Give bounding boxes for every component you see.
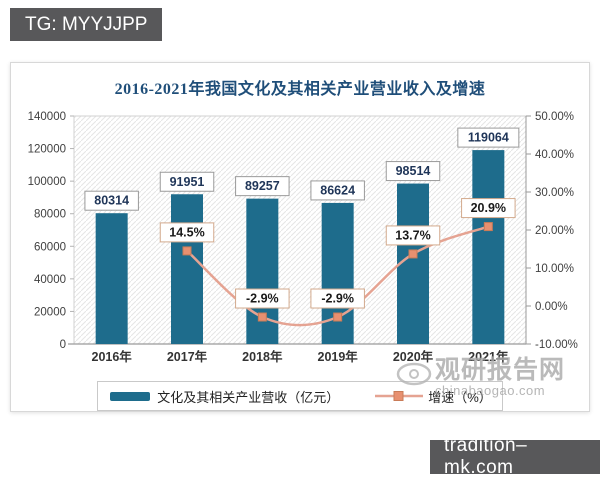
left-axis-tick-label: 0 xyxy=(60,339,66,351)
data-label-text: -2.9% xyxy=(321,292,354,306)
x-axis-label: 2020年 xyxy=(393,349,434,364)
x-axis-label: 2017年 xyxy=(167,349,208,364)
left-axis-tick-label: 60000 xyxy=(34,241,66,253)
data-label-box xyxy=(235,176,290,197)
bar-2021年 xyxy=(472,150,505,344)
axes: 0 20000 40000 60000 80000 100000 120000 140000 -… xyxy=(28,111,578,364)
data-label-box xyxy=(310,288,365,309)
bar-2017年 xyxy=(171,194,203,344)
site-badge-text: tradition–mk.com xyxy=(444,435,528,478)
data-label-box xyxy=(84,190,139,211)
data-label-text: 91951 xyxy=(170,175,205,189)
line-marker xyxy=(483,222,493,232)
data-label-box xyxy=(310,180,365,201)
data-label-box xyxy=(159,171,215,192)
legend-label-revenue: 文化及其相关产业营收（亿元） xyxy=(157,389,340,405)
right-axis-tick-label: 50.00% xyxy=(535,111,574,123)
x-axis-label: 2018年 xyxy=(242,349,283,364)
right-axis-tick-label: 20.00% xyxy=(535,225,574,237)
data-label-text: 86624 xyxy=(320,183,355,197)
legend-label-growth: 增速（%） xyxy=(428,389,492,405)
x-axis-label: 2021年 xyxy=(468,349,509,364)
right-axis-tick-label: 40.00% xyxy=(535,149,574,161)
data-label-box xyxy=(385,161,441,182)
data-label-box xyxy=(235,288,290,309)
x-axis-label: 2019年 xyxy=(318,349,359,364)
data-label-text: 89257 xyxy=(245,179,280,193)
line-marker xyxy=(408,249,418,259)
data-label-text: 98514 xyxy=(396,164,431,178)
data-label-text: 80314 xyxy=(94,194,129,208)
line-marker xyxy=(333,312,343,322)
chart-legend: 文化及其相关产业营收（亿元） 增速（%） xyxy=(97,381,503,411)
chart-title: 2016-2021年我国文化及其相关产业营业收入及增速 xyxy=(114,81,486,98)
x-axis-label: 2016年 xyxy=(92,349,133,364)
site-badge: tradition–mk.com xyxy=(430,435,600,478)
left-axis-tick-label: 80000 xyxy=(34,209,66,221)
right-axis-tick-label: -10.00% xyxy=(535,339,578,351)
data-label-box xyxy=(457,127,520,148)
legend-item-growth: 增速（%） xyxy=(375,387,492,406)
left-axis-tick-label: 20000 xyxy=(34,306,66,318)
data-labels-group: 80314 91951 89257 86624 98514 119064 14.5% -2.9… xyxy=(84,127,520,309)
data-label-text: 13.7% xyxy=(395,228,430,242)
left-axis-tick-label: 100000 xyxy=(28,176,66,188)
data-label-text: 119064 xyxy=(468,131,509,145)
line-marker xyxy=(257,312,267,322)
chart-card: 2016-2021年我国文化及其相关产业营业收入及增速 0 20000 40000 6… xyxy=(10,62,590,412)
telegram-handle-badge: TG: MYYJJPP xyxy=(10,8,163,41)
bar-2020年 xyxy=(397,183,429,344)
bar-2016年 xyxy=(95,213,128,344)
data-label-box xyxy=(461,198,516,219)
bar-series-swatch xyxy=(110,392,151,401)
bar-2019年 xyxy=(321,202,354,344)
chart-plot: 0 20000 40000 60000 80000 100000 120000 140000 -… xyxy=(28,111,578,364)
right-axis-tick-label: 0.00% xyxy=(535,301,568,313)
data-label-text: -2.9% xyxy=(246,292,279,306)
left-axis-tick-label: 40000 xyxy=(34,274,66,286)
left-axis-tick-label: 140000 xyxy=(28,111,66,123)
left-axis-tick-label: 120000 xyxy=(28,144,66,156)
line-series-swatch xyxy=(375,391,424,401)
plot-area xyxy=(73,115,527,345)
data-label-text: 20.9% xyxy=(471,201,506,215)
data-label-text: 14.5% xyxy=(169,225,204,239)
data-label-box xyxy=(159,222,215,243)
data-label-box xyxy=(385,225,441,246)
right-axis-tick-label: 30.00% xyxy=(535,187,574,199)
legend-item-revenue: 文化及其相关产业营收（亿元） xyxy=(108,387,339,406)
right-axis-tick-label: 10.00% xyxy=(535,263,574,275)
telegram-handle-text: TG: MYYJJPP xyxy=(25,13,148,35)
line-marker xyxy=(182,246,192,256)
